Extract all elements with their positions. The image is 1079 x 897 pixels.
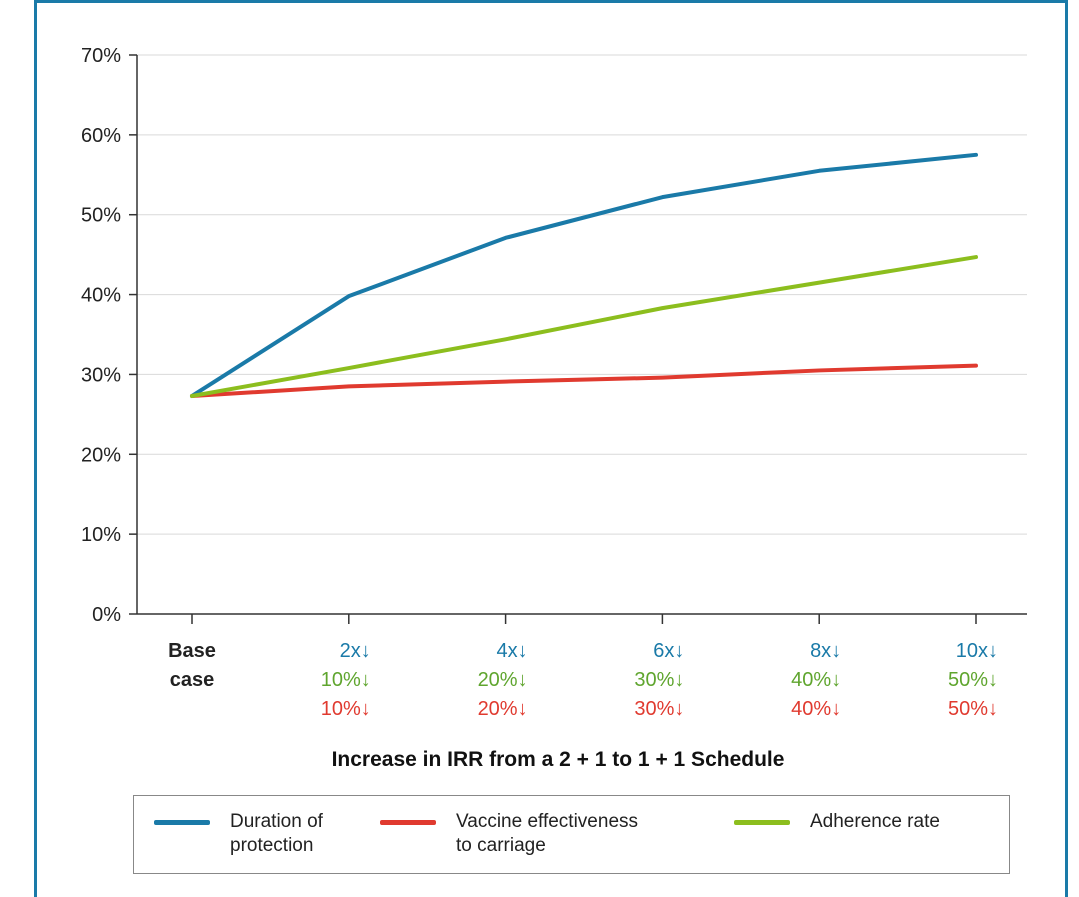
y-tick-label: 70% xyxy=(81,45,121,67)
down-arrow-icon: ↓ xyxy=(518,640,528,662)
series-line-1 xyxy=(190,363,978,398)
down-arrow-icon: ↓ xyxy=(988,698,998,720)
x-tick-label: 20% xyxy=(478,669,518,691)
x-tick-label-group: 4x ↓20% ↓20% ↓ xyxy=(478,640,528,720)
down-arrow-icon: ↓ xyxy=(674,698,684,720)
x-axis-title: Increase in IRR from a 2 + 1 to 1 + 1 Sc… xyxy=(332,748,785,771)
x-tick-label-group: 10x ↓50% ↓50% ↓ xyxy=(948,640,998,720)
y-tick-label: 20% xyxy=(81,444,121,466)
x-tick-label: 10x xyxy=(956,640,988,662)
y-tick-label: 60% xyxy=(81,125,121,147)
down-arrow-icon: ↓ xyxy=(674,669,684,691)
x-tick-label: 50% xyxy=(948,698,988,720)
gridlines xyxy=(137,54,1027,535)
series-lines xyxy=(190,152,978,398)
legend-label: Vaccine effectiveness to carriage xyxy=(456,811,639,856)
x-tick-label: Base xyxy=(168,640,216,662)
down-arrow-icon: ↓ xyxy=(361,640,371,662)
legend-item-adherence: Adherence rate xyxy=(734,810,940,834)
x-tick-label: 50% xyxy=(948,669,988,691)
x-tick-label: 30% xyxy=(634,669,674,691)
x-tick-label: case xyxy=(170,669,215,691)
x-tick-label: 40% xyxy=(791,669,831,691)
legend-label: Adherence rate xyxy=(810,811,940,832)
x-tick-label: 4x xyxy=(496,640,517,662)
y-tick-label: 10% xyxy=(81,524,121,546)
x-tick-label-group: 6x ↓30% ↓30% ↓ xyxy=(634,640,684,720)
legend-item-duration: Duration of protection xyxy=(154,810,323,858)
series-line-2 xyxy=(190,255,978,398)
x-tick-label: 8x xyxy=(810,640,831,662)
down-arrow-icon: ↓ xyxy=(988,669,998,691)
x-tick-label: 6x xyxy=(653,640,674,662)
y-tick-label: 30% xyxy=(81,364,121,386)
legend: Duration of protection Vaccine effective… xyxy=(133,795,1010,874)
x-tick-label: 20% xyxy=(478,698,518,720)
x-tick-label: 40% xyxy=(791,698,831,720)
down-arrow-icon: ↓ xyxy=(518,669,528,691)
axes: 0% 10% 20% 30% 40% 50% 60% 70% xyxy=(81,45,1027,626)
x-tick-label-group: Base case xyxy=(168,640,216,691)
x-tick-label: 10% xyxy=(321,669,361,691)
x-tick-label: 30% xyxy=(634,698,674,720)
legend-label: Duration of protection xyxy=(230,811,323,856)
down-arrow-icon: ↓ xyxy=(674,640,684,662)
x-tick-label-group: 8x ↓40% ↓40% ↓ xyxy=(791,640,841,720)
x-tick-label: 10% xyxy=(321,698,361,720)
x-tick-label-group: 2x ↓10% ↓10% ↓ xyxy=(321,640,371,720)
down-arrow-icon: ↓ xyxy=(831,698,841,720)
series-line-0 xyxy=(190,152,978,398)
legend-swatch xyxy=(734,820,790,825)
x-tick-label: 2x xyxy=(340,640,361,662)
down-arrow-icon: ↓ xyxy=(361,669,371,691)
y-tick-label: 0% xyxy=(92,604,121,626)
down-arrow-icon: ↓ xyxy=(361,698,371,720)
legend-swatch xyxy=(154,820,210,825)
down-arrow-icon: ↓ xyxy=(518,698,528,720)
y-tick-label: 50% xyxy=(81,205,121,227)
y-tick-label: 40% xyxy=(81,285,121,307)
legend-item-vaccine-effectiveness: Vaccine effectiveness to carriage xyxy=(380,810,638,858)
down-arrow-icon: ↓ xyxy=(988,640,998,662)
down-arrow-icon: ↓ xyxy=(831,640,841,662)
down-arrow-icon: ↓ xyxy=(831,669,841,691)
legend-swatch xyxy=(380,820,436,825)
chart-frame xyxy=(34,0,1068,897)
